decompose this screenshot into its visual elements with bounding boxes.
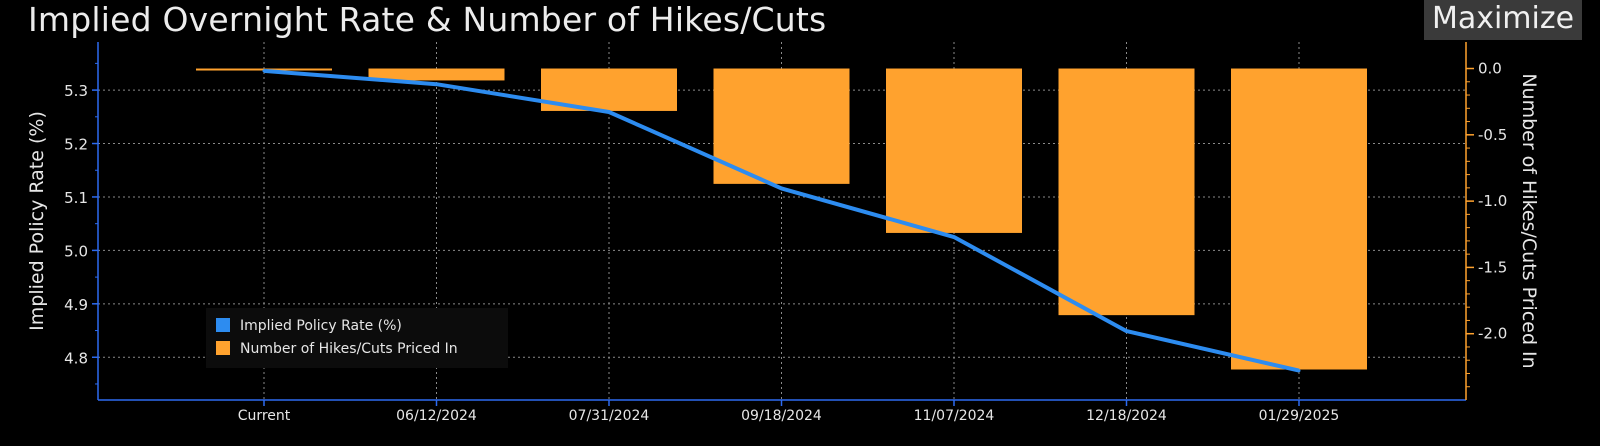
chart-title: Implied Overnight Rate & Number of Hikes… [28,0,827,39]
maximize-button[interactable]: Maximize [1424,0,1582,40]
x-tick-label: 06/12/2024 [396,408,477,424]
left-tick-label: 5.0 [64,242,88,260]
left-tick-label: 4.9 [64,296,88,314]
x-tick-label: 09/18/2024 [741,408,822,424]
bar [1231,68,1367,370]
right-tick-label: -2.0 [1478,325,1507,343]
line-point [780,186,783,190]
line-point [1125,329,1128,333]
left-tick-label: 5.3 [64,82,88,100]
bar [1058,68,1195,316]
bar [713,68,850,184]
legend-swatch-bars [216,341,230,355]
legend-box [206,308,508,368]
right-tick-label: -1.5 [1478,258,1507,276]
line-point [262,69,266,73]
bar [368,68,505,81]
left-tick-label: 4.8 [64,349,88,367]
axes: 5.3 5.2 5.1 5.0 4.9 4.8 Current 06/12/2024 07/31… [26,42,1540,424]
x-tick-label: Current [238,408,291,424]
line-series [262,68,1301,373]
x-tick-label: 11/07/2024 [914,408,995,424]
left-tick-label: 5.1 [64,189,88,207]
bar [886,68,1022,233]
legend-label-bars: Number of Hikes/Cuts Priced In [240,341,458,357]
right-axis-title: Number of Hikes/Cuts Priced In [1518,73,1540,368]
left-axis-title: Implied Policy Rate (%) [26,111,48,331]
x-tick-label: 12/18/2024 [1086,408,1167,424]
x-tick-label: 01/29/2025 [1259,408,1340,424]
right-tick-label: -1.0 [1478,192,1507,210]
left-tick-label: 5.2 [64,136,88,154]
line-point [607,110,611,114]
right-tick-label: -0.5 [1478,126,1507,144]
line-point [952,235,956,239]
line-point [1297,369,1301,373]
right-tick-label: 0.0 [1478,60,1502,78]
line-point [435,82,438,86]
legend-label-line: Implied Policy Rate (%) [240,318,402,334]
legend-swatch-line [216,318,230,332]
legend: Implied Policy Rate (%) Number of Hikes/C… [206,308,508,368]
x-tick-label: 07/31/2024 [569,408,650,424]
